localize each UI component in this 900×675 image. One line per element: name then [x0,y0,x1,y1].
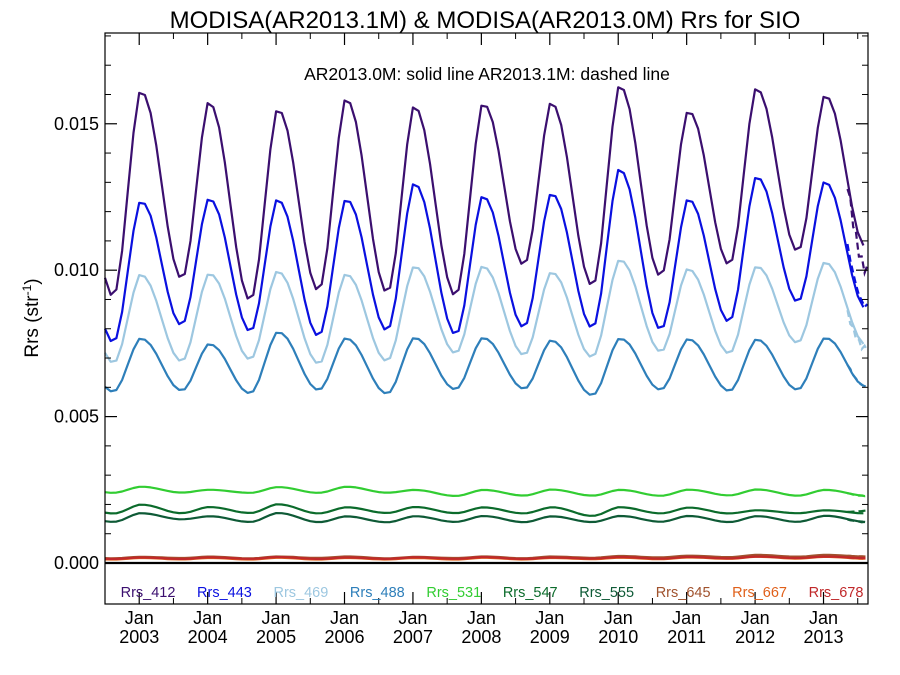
chart-title: MODISA(AR2013.1M) & MODISA(AR2013.0M) Rr… [170,7,801,34]
line-style-annotation: AR2013.0M: solid line AR2013.1M: dashed … [304,64,670,84]
plot-lines [103,86,869,561]
x-ticks: Jan2003Jan2004Jan2005Jan2006Jan2007Jan20… [104,33,859,647]
x-tick-month: Jan [262,608,291,628]
x-tick-month: Jan [125,608,154,628]
x-tick-year: 2011 [667,627,706,647]
y-ticks: 0.000 0.005 0.010 0.015 [54,35,868,573]
x-tick-year: 2008 [461,627,501,647]
series-dashed-rrs-488 [846,364,868,388]
legend-entry-rrs-488: Rrs_488 [350,585,405,601]
axes [104,32,869,605]
series-dashed-rrs-555 [847,518,868,524]
y-tick-label: 0.015 [54,114,99,134]
legend-entry-rrs-645: Rrs_645 [656,585,711,601]
legend-entry-rrs-555: Rrs_555 [579,585,634,601]
series-line-rrs-555 [104,512,864,524]
series-line-rrs-547 [104,503,864,517]
y-tick-label: 0.000 [54,553,99,573]
series-dashed-rrs-547 [847,509,868,513]
y-axis-label-close: ) [22,278,43,284]
x-tick-month: Jan [604,608,633,628]
y-tick-label: 0.010 [54,260,99,280]
x-tick-month: Jan [672,608,701,628]
series-line-rrs-412 [103,86,865,300]
series-dashed-rrs-469 [846,309,869,352]
series-dashed-rrs-443 [846,243,869,309]
x-tick-month: Jan [193,608,222,628]
plot-frame [104,32,869,605]
legend-entry-rrs-443: Rrs_443 [197,585,252,601]
series-line-rrs-488 [104,331,865,396]
y-axis-label-main: Rrs (str [22,295,43,358]
legend-entry-rrs-412: Rrs_412 [121,585,176,601]
series-dashed-rrs-645 [847,554,868,558]
series-line-rrs-469 [104,259,865,364]
y-axis-label: Rrs (str-1) [20,278,43,357]
series-line-rrs-678 [104,555,864,560]
y-tick-label: 0.005 [54,407,99,427]
x-tick-year: 2006 [324,627,364,647]
series-dashed-rrs-412 [846,188,869,277]
y-axis-label-sup: -1 [20,284,34,295]
x-tick-year: 2012 [735,627,775,647]
x-tick-year: 2013 [803,627,843,647]
series-dashed-rrs-678 [847,556,868,560]
x-tick-month: Jan [467,608,496,628]
x-tick-year: 2009 [530,627,570,647]
legend-entry-rrs-469: Rrs_469 [273,585,328,601]
x-tick-month: Jan [330,608,359,628]
x-tick-year: 2005 [256,627,296,647]
legend-entry-rrs-547: Rrs_547 [503,585,558,601]
x-tick-month: Jan [809,608,838,628]
x-tick-year: 2010 [598,627,638,647]
x-tick-month: Jan [398,608,427,628]
series-line-rrs-531 [104,485,864,497]
series-line-rrs-443 [104,168,865,343]
x-tick-month: Jan [741,608,770,628]
legend-entry-rrs-678: Rrs_678 [809,585,864,601]
x-tick-year: 2003 [119,627,159,647]
legend-entry-rrs-667: Rrs_667 [732,585,787,601]
x-tick-year: 2004 [188,627,228,647]
x-tick-year: 2007 [393,627,433,647]
series-dashed-rrs-531 [847,492,868,498]
legend: Rrs_412 Rrs_443 Rrs_469 Rrs_488 Rrs_531 Rrs_5… [121,585,864,601]
x-tick-month: Jan [535,608,564,628]
legend-entry-rrs-531: Rrs_531 [426,585,481,601]
